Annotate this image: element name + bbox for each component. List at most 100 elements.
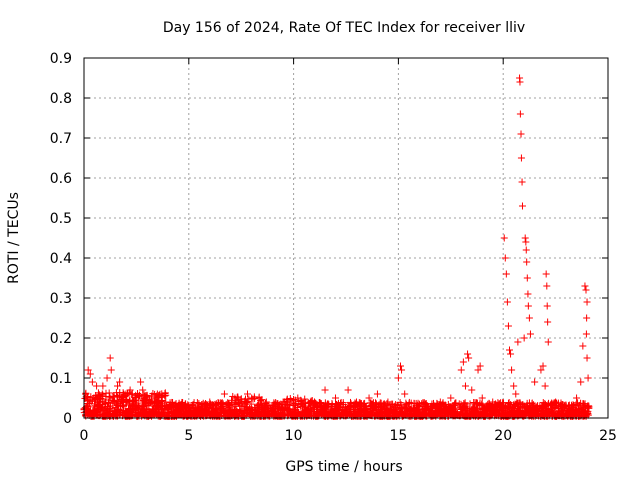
noise-point xyxy=(475,411,483,419)
noise-point xyxy=(329,410,337,418)
data-point xyxy=(518,202,526,210)
y-tick-label: 0.2 xyxy=(50,331,72,347)
noise-point xyxy=(248,410,256,418)
noise-point xyxy=(339,399,347,407)
noise-point xyxy=(499,407,507,415)
noise-point xyxy=(534,410,542,418)
noise-point xyxy=(471,399,479,407)
noise-point xyxy=(541,402,549,410)
noise-point xyxy=(402,408,410,416)
data-point xyxy=(332,394,340,402)
noise-point xyxy=(290,395,298,403)
data-point xyxy=(344,386,352,394)
data-point xyxy=(507,350,515,358)
data-point xyxy=(126,386,134,394)
noise-point xyxy=(114,393,122,401)
x-tick-label: 15 xyxy=(389,428,407,444)
data-point xyxy=(542,270,550,278)
data-point xyxy=(137,378,145,386)
noise-point xyxy=(398,404,406,412)
data-point xyxy=(86,370,94,378)
noise-point xyxy=(340,409,348,417)
data-point xyxy=(279,398,287,406)
noise-point xyxy=(456,403,464,411)
noise-point xyxy=(482,402,490,410)
noise-point xyxy=(546,401,554,409)
noise-point xyxy=(298,408,306,416)
data-point xyxy=(579,342,587,350)
noise-point xyxy=(578,406,586,414)
data-point xyxy=(243,390,251,398)
noise-point xyxy=(428,404,436,412)
noise-point xyxy=(225,401,233,409)
noise-point xyxy=(153,398,161,406)
noise-point xyxy=(118,401,126,409)
data-point xyxy=(116,378,124,386)
x-tick-label: 5 xyxy=(184,428,193,444)
noise-point xyxy=(155,408,163,416)
noise-point xyxy=(106,393,114,401)
noise-point xyxy=(357,408,365,416)
noise-point xyxy=(218,399,226,407)
grid-lines xyxy=(84,58,608,418)
noise-point xyxy=(212,406,220,414)
noise-point xyxy=(481,405,489,413)
data-point xyxy=(206,398,214,406)
data-point xyxy=(468,386,476,394)
noise-point xyxy=(520,402,528,410)
noise-point xyxy=(561,403,569,411)
noise-point xyxy=(241,412,249,420)
noise-point xyxy=(171,403,179,411)
data-point xyxy=(153,390,161,398)
noise-point xyxy=(572,406,580,414)
data-point xyxy=(521,234,529,242)
noise-point xyxy=(543,405,551,413)
noise-point xyxy=(270,412,278,420)
data-point xyxy=(103,374,111,382)
noise-point xyxy=(157,404,165,412)
data-point xyxy=(122,390,130,398)
data-point xyxy=(573,394,581,402)
noise-point xyxy=(295,398,303,406)
noise-point xyxy=(270,405,278,413)
noise-point xyxy=(278,406,286,414)
noise-point xyxy=(420,400,428,408)
noise-point xyxy=(406,409,414,417)
noise-point xyxy=(343,405,351,413)
noise-point xyxy=(501,403,509,411)
noise-point xyxy=(300,412,308,420)
noise-point xyxy=(264,401,272,409)
noise-point xyxy=(134,393,142,401)
data-point xyxy=(88,378,96,386)
noise-point xyxy=(222,406,230,414)
data-point xyxy=(220,390,228,398)
data-point xyxy=(522,238,530,246)
noise-point xyxy=(328,406,336,414)
noise-point xyxy=(372,399,380,407)
noise-point xyxy=(149,389,157,397)
noise-point xyxy=(123,409,131,417)
data-point xyxy=(502,270,510,278)
noise-point xyxy=(89,410,97,418)
noise-point xyxy=(450,401,458,409)
data-point xyxy=(517,130,525,138)
data-point xyxy=(583,298,591,306)
noise-point xyxy=(573,400,581,408)
noise-point xyxy=(406,406,414,414)
noise-point xyxy=(120,403,128,411)
noise-point xyxy=(440,402,448,410)
noise-point xyxy=(369,403,377,411)
noise-point xyxy=(361,399,369,407)
noise-point xyxy=(162,391,170,399)
noise-point xyxy=(381,402,389,410)
data-point xyxy=(436,398,444,406)
noise-point xyxy=(551,410,559,418)
noise-point xyxy=(138,406,146,414)
data-point xyxy=(583,354,591,362)
noise-point xyxy=(419,412,427,420)
noise-point xyxy=(288,409,296,417)
noise-point xyxy=(258,412,266,420)
noise-point xyxy=(283,397,291,405)
noise-point xyxy=(96,405,104,413)
